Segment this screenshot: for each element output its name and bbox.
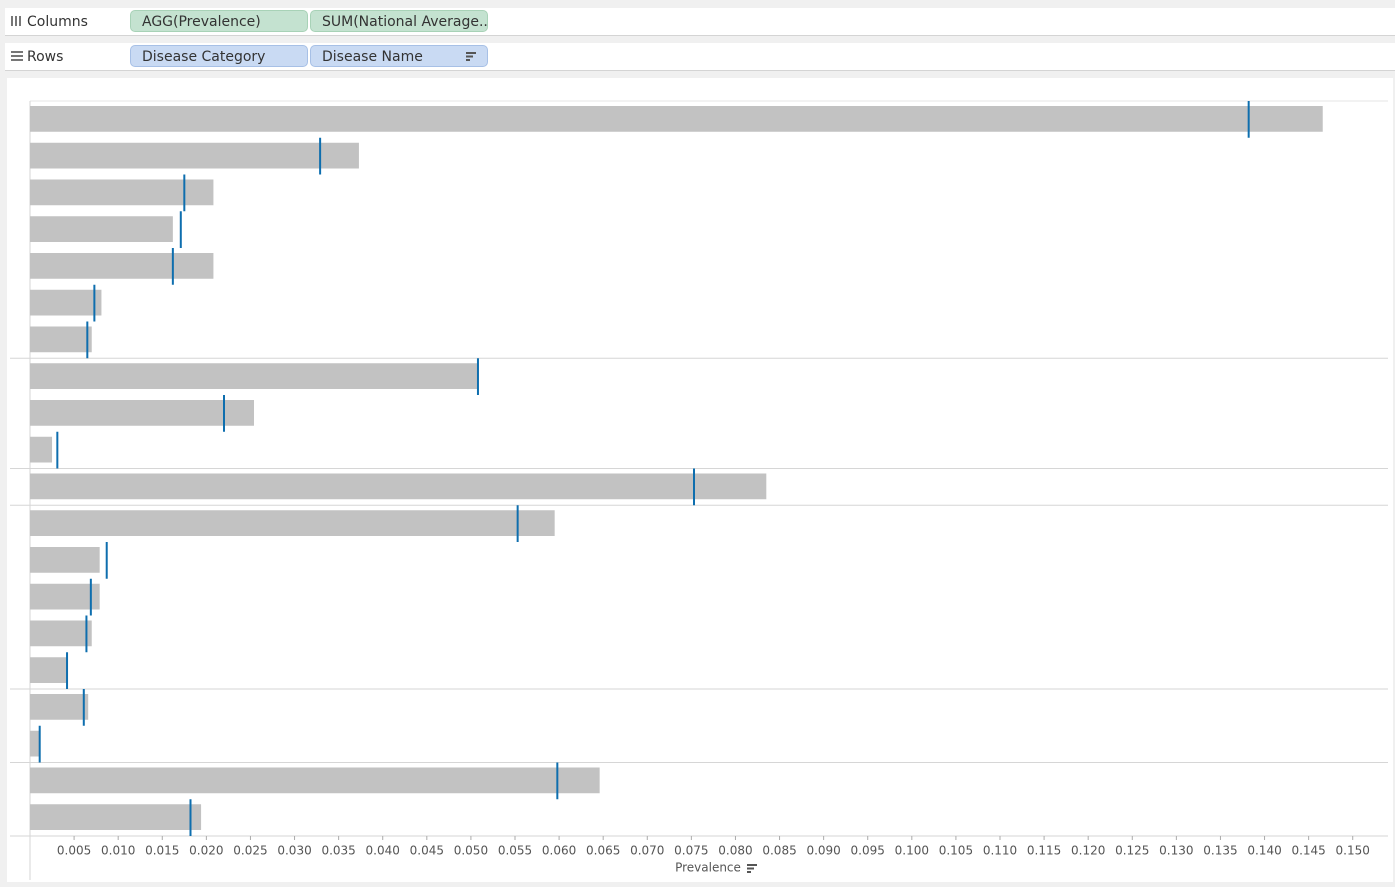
x-tick-label: 0.020 <box>189 844 223 858</box>
bar <box>30 253 214 279</box>
x-tick-label: 0.005 <box>57 844 91 858</box>
x-tick-label: 0.040 <box>366 844 400 858</box>
pill[interactable]: AGG(Prevalence) <box>130 10 308 32</box>
bar <box>30 106 1323 132</box>
x-tick-label: 0.060 <box>542 844 576 858</box>
pill[interactable]: Disease Name <box>310 45 488 67</box>
bar <box>30 289 102 316</box>
bar <box>30 400 254 426</box>
x-tick-label: 0.050 <box>454 844 488 858</box>
sort-icon[interactable] <box>747 864 757 873</box>
bar <box>30 326 92 353</box>
bar <box>30 767 600 794</box>
bar <box>30 730 40 757</box>
x-tick-label: 0.030 <box>277 844 311 858</box>
x-tick-label: 0.135 <box>1203 844 1237 858</box>
x-tick-label: 0.095 <box>851 844 885 858</box>
shelf-label: Rows <box>27 49 64 65</box>
x-tick-label: 0.090 <box>806 844 840 858</box>
bar <box>30 547 100 573</box>
shelf-label: Columns <box>27 14 88 30</box>
bar <box>30 363 478 389</box>
x-axis-title: Prevalence <box>675 861 741 875</box>
x-tick-label: 0.075 <box>674 844 708 858</box>
bar <box>30 657 68 683</box>
rows-icon <box>11 51 23 61</box>
x-tick-label: 0.105 <box>939 844 973 858</box>
bar <box>30 473 767 500</box>
columns-shelf: Columns AGG(Prevalence) SUM(National Ave… <box>5 8 1395 36</box>
x-tick-label: 0.145 <box>1291 844 1325 858</box>
sort-icon[interactable] <box>466 52 478 61</box>
bar <box>30 436 53 463</box>
x-tick-label: 0.025 <box>233 844 267 858</box>
x-tick-label: 0.110 <box>983 844 1017 858</box>
bar <box>30 583 100 610</box>
x-tick-label: 0.045 <box>410 844 444 858</box>
x-tick-label: 0.120 <box>1071 844 1105 858</box>
bar <box>30 216 173 242</box>
x-tick-label: 0.055 <box>498 844 532 858</box>
x-tick-label: 0.130 <box>1159 844 1193 858</box>
x-tick-label: 0.140 <box>1247 844 1281 858</box>
x-tick-label: 0.115 <box>1027 844 1061 858</box>
bar <box>30 142 359 169</box>
x-tick-label: 0.125 <box>1115 844 1149 858</box>
x-tick-label: 0.015 <box>145 844 179 858</box>
x-tick-label: 0.035 <box>321 844 355 858</box>
bar <box>30 694 89 720</box>
x-tick-label: 0.085 <box>762 844 796 858</box>
rows-shelf: Rows Disease Category Disease Name <box>5 43 1395 71</box>
x-tick-label: 0.065 <box>586 844 620 858</box>
bar <box>30 179 214 206</box>
x-tick-label: 0.150 <box>1336 844 1370 858</box>
x-tick-label: 0.080 <box>718 844 752 858</box>
pill[interactable]: SUM(National Average.. <box>310 10 488 32</box>
x-tick-label: 0.100 <box>895 844 929 858</box>
bar <box>30 620 92 647</box>
pill[interactable]: Disease Category <box>130 45 308 67</box>
x-tick-label: 0.070 <box>630 844 664 858</box>
columns-icon <box>11 16 21 26</box>
x-tick-label: 0.010 <box>101 844 135 858</box>
bar <box>30 804 202 830</box>
bar <box>30 510 555 536</box>
